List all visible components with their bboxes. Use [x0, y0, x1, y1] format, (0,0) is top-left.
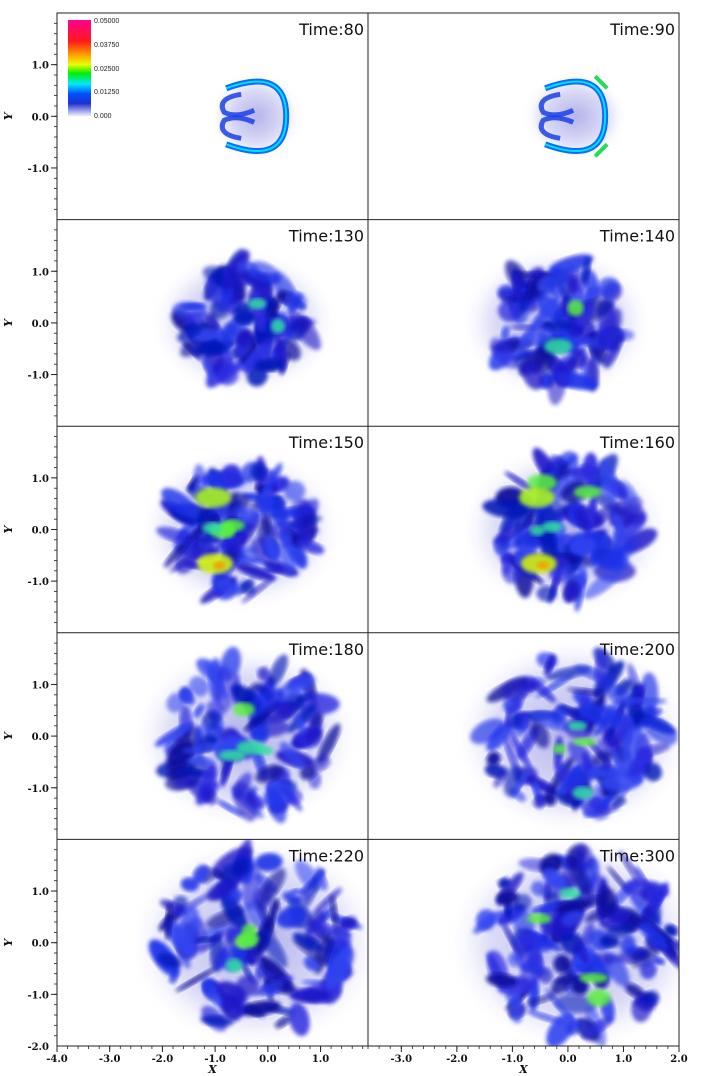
- y-tick-label: -1.0: [27, 164, 49, 175]
- colorbar-scale: [68, 20, 91, 117]
- y-axis-label: Y: [2, 318, 15, 327]
- x-axis-label: X: [518, 1063, 528, 1076]
- density-field: [143, 451, 339, 608]
- axes: 1.0 0.0 -1.0 Y 1.0 0.0 -1.0 Y 1.0 0.0 -1.0 Y 1.0 0.0 -…: [2, 22, 688, 1076]
- panel-time-label: Time:90: [609, 20, 675, 39]
- x-tick-label: -2.0: [152, 1054, 174, 1065]
- y-tick-label: -2.0: [27, 1042, 49, 1053]
- density-field: [214, 76, 299, 157]
- y-tick-label: 0.0: [32, 732, 49, 743]
- x-tick-label: 0.0: [259, 1054, 276, 1065]
- x-tick-label: 2.0: [670, 1054, 687, 1065]
- x-tick-label: -3.0: [391, 1054, 413, 1065]
- x-tick-label: 0.0: [559, 1054, 576, 1065]
- x-tick-label: -2.0: [446, 1054, 468, 1065]
- panel: Time:140: [464, 227, 675, 406]
- x-tick-label: 1.0: [615, 1054, 632, 1065]
- y-tick-label: 1.0: [32, 680, 49, 691]
- panel: Time:200: [458, 640, 679, 830]
- panel: Time:160: [464, 433, 675, 612]
- y-tick-label: 0.0: [32, 112, 49, 123]
- panel-time-label: Time:160: [599, 433, 675, 452]
- panel: Time:150: [143, 433, 364, 608]
- panels: Time:80 Time:90 Time:130 Time:140 Time:150 Ti…: [134, 20, 679, 1047]
- y-axis-label: Y: [2, 731, 15, 740]
- panel: Time:130: [154, 227, 364, 393]
- colorbar-label-0: 0.05000: [94, 18, 119, 25]
- y-tick-label: -1.0: [27, 371, 49, 382]
- x-tick-label: -4.0: [46, 1054, 68, 1065]
- panel: Time:90: [527, 20, 675, 158]
- y-tick-label: 1.0: [32, 267, 49, 278]
- y-tick-label: -1.0: [27, 577, 49, 588]
- colorbar-label-2: 0.02500: [94, 66, 119, 73]
- panel-time-label: Time:220: [288, 846, 364, 865]
- y-tick-label: 0.0: [32, 319, 49, 330]
- density-field: [154, 248, 333, 393]
- density-field: [451, 839, 679, 1047]
- panel: Time:300: [451, 839, 679, 1047]
- density-field: [527, 74, 624, 158]
- colorbar-label-3: 0.01250: [94, 89, 119, 96]
- y-tick-label: 1.0: [32, 474, 49, 485]
- y-tick-label: 0.0: [32, 526, 49, 537]
- panel-time-label: Time:150: [288, 433, 364, 452]
- colorbar: 0.05000 0.03750 0.02500 0.01250 0.000: [68, 18, 119, 120]
- colorbar-label-4: 0.000: [94, 113, 112, 120]
- x-tick-label: -3.0: [99, 1054, 121, 1065]
- x-axis-label: X: [207, 1063, 217, 1076]
- y-tick-label: 1.0: [32, 61, 49, 72]
- x-tick-label: 1.0: [312, 1054, 329, 1065]
- panel: Time:220: [134, 839, 368, 1045]
- panel-time-label: Time:80: [298, 20, 364, 39]
- panel: Time:180: [137, 640, 364, 825]
- density-field: [464, 447, 666, 612]
- y-axis-label: Y: [2, 524, 15, 533]
- density-field: [137, 646, 356, 825]
- x-tick-label: -1.0: [502, 1054, 524, 1065]
- y-tick-label: -1.0: [27, 784, 49, 795]
- panel: Time:80: [214, 20, 364, 157]
- y-tick-label: 0.0: [32, 939, 49, 950]
- colorbar-label-1: 0.03750: [94, 42, 119, 49]
- panel-time-label: Time:200: [599, 640, 675, 659]
- y-tick-label: 1.0: [32, 887, 49, 898]
- panel-time-label: Time:140: [599, 227, 675, 246]
- density-field: [464, 250, 649, 406]
- panel-time-label: Time:180: [288, 640, 364, 659]
- y-axis-label: Y: [2, 938, 15, 947]
- x-tick-label: -1.0: [204, 1054, 226, 1065]
- y-axis-label: Y: [2, 111, 15, 120]
- panel-time-label: Time:300: [599, 846, 675, 865]
- panel-time-label: Time:130: [288, 227, 364, 246]
- density-field: [458, 642, 679, 830]
- y-tick-label: -1.0: [27, 990, 49, 1001]
- density-field: [134, 839, 368, 1045]
